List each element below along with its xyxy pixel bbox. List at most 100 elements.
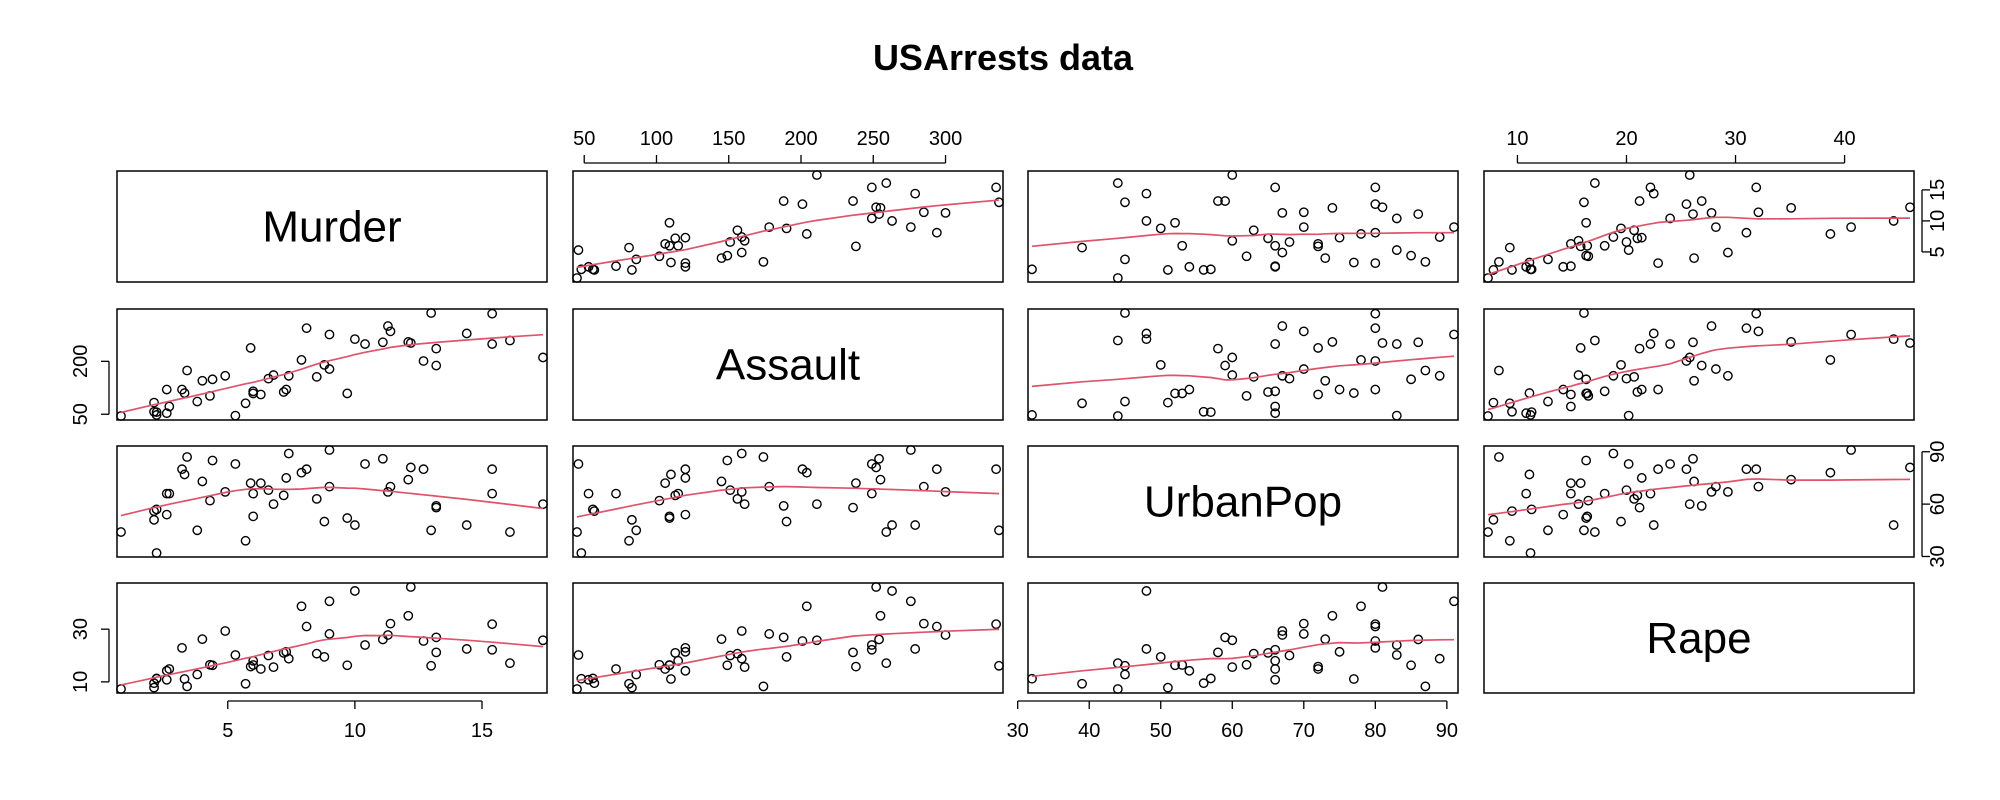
data-point bbox=[739, 662, 750, 673]
data-point bbox=[324, 329, 335, 340]
data-point bbox=[151, 410, 162, 420]
data-point bbox=[1370, 323, 1381, 334]
data-point bbox=[910, 520, 921, 530]
panel-murder-vs-rape bbox=[1483, 170, 1915, 283]
data-point bbox=[1370, 642, 1381, 653]
data-point bbox=[866, 488, 877, 499]
data-point bbox=[1313, 389, 1324, 400]
data-point bbox=[319, 516, 330, 527]
data-point bbox=[230, 459, 241, 469]
panel-urbanpop-vs-assault bbox=[572, 445, 1004, 558]
data-point bbox=[1634, 502, 1645, 513]
panel-grid: Murder Assault UrbanPop Rape 5 10 15 50 100 150 20… bbox=[70, 128, 1949, 742]
data-point bbox=[385, 618, 396, 629]
data-point bbox=[716, 253, 727, 264]
data-point bbox=[1525, 548, 1536, 558]
data-point bbox=[910, 188, 921, 199]
data-point bbox=[1688, 453, 1698, 464]
data-point bbox=[1581, 374, 1592, 385]
data-point bbox=[670, 647, 681, 658]
data-point bbox=[1706, 207, 1717, 218]
panel-frame bbox=[1027, 582, 1459, 694]
x-axis-rape: 10 20 30 40 bbox=[1506, 128, 1856, 164]
data-point bbox=[1112, 411, 1123, 421]
data-point bbox=[1277, 207, 1288, 218]
diagonal-panel-urbanpop: UrbanPop bbox=[1027, 445, 1459, 558]
data-point bbox=[1413, 209, 1424, 219]
data-point bbox=[283, 448, 294, 459]
data-point bbox=[182, 452, 192, 462]
data-point bbox=[1504, 535, 1515, 546]
data-point bbox=[360, 339, 370, 349]
data-point bbox=[918, 207, 929, 218]
data-point bbox=[161, 488, 172, 499]
data-point bbox=[589, 265, 600, 275]
data-point bbox=[1565, 401, 1576, 412]
data-point bbox=[431, 500, 442, 511]
panel-frame bbox=[1027, 170, 1459, 283]
data-point bbox=[1623, 245, 1634, 255]
data-point bbox=[736, 448, 747, 459]
data-point bbox=[283, 370, 294, 381]
data-point bbox=[1177, 388, 1188, 399]
data-point bbox=[1751, 464, 1762, 475]
data-point bbox=[1313, 238, 1324, 249]
data-point bbox=[487, 464, 498, 475]
data-point bbox=[161, 509, 172, 520]
data-point bbox=[1741, 464, 1752, 475]
tick-label: 10 bbox=[70, 671, 92, 693]
data-point bbox=[1905, 462, 1915, 473]
smoother-line bbox=[576, 628, 999, 682]
data-point bbox=[1248, 225, 1259, 236]
data-point bbox=[1888, 334, 1899, 345]
data-point bbox=[1634, 343, 1645, 354]
data-point bbox=[1241, 390, 1252, 401]
data-point bbox=[1494, 365, 1504, 376]
data-point bbox=[778, 632, 789, 643]
data-point bbox=[871, 582, 882, 592]
data-point bbox=[1722, 486, 1733, 497]
data-point bbox=[1077, 678, 1087, 689]
data-point bbox=[1227, 370, 1238, 380]
data-point bbox=[1184, 261, 1195, 272]
data-point bbox=[1722, 370, 1733, 381]
data-point bbox=[1488, 265, 1499, 275]
data-point bbox=[164, 664, 175, 674]
data-point bbox=[1112, 273, 1123, 283]
data-point bbox=[177, 642, 187, 653]
variable-label: Rape bbox=[1646, 614, 1751, 663]
diagonal-panel-rape: Rape bbox=[1483, 582, 1915, 694]
panel-frame bbox=[572, 445, 1004, 558]
data-point bbox=[192, 669, 203, 680]
data-point bbox=[801, 601, 812, 612]
data-point bbox=[764, 629, 775, 639]
data-point bbox=[991, 619, 1002, 630]
data-point bbox=[1653, 384, 1664, 395]
data-point bbox=[1406, 374, 1416, 385]
data-point bbox=[1391, 650, 1402, 660]
data-point bbox=[611, 261, 621, 272]
data-point bbox=[301, 323, 312, 334]
data-point bbox=[230, 650, 241, 660]
tick-label: 10 bbox=[1927, 210, 1949, 232]
data-point bbox=[1370, 619, 1381, 630]
data-point bbox=[431, 647, 442, 658]
data-point bbox=[1348, 674, 1359, 684]
data-point bbox=[1284, 237, 1295, 247]
y-axis-urbanpop: 30 60 90 bbox=[1921, 441, 1949, 568]
data-point bbox=[1406, 250, 1416, 261]
data-point bbox=[1270, 664, 1281, 674]
data-point bbox=[1565, 389, 1576, 400]
data-point bbox=[624, 535, 634, 546]
data-point bbox=[1270, 401, 1281, 412]
data-point bbox=[1270, 339, 1281, 349]
data-point bbox=[1420, 256, 1431, 267]
tick-label: 50 bbox=[70, 403, 92, 425]
panel-assault-vs-rape bbox=[1483, 308, 1915, 421]
data-point bbox=[1741, 323, 1752, 334]
data-point bbox=[1027, 264, 1037, 275]
data-point bbox=[1786, 337, 1797, 347]
panel-frame bbox=[1483, 582, 1915, 694]
data-point bbox=[866, 640, 877, 650]
data-point bbox=[589, 506, 600, 517]
